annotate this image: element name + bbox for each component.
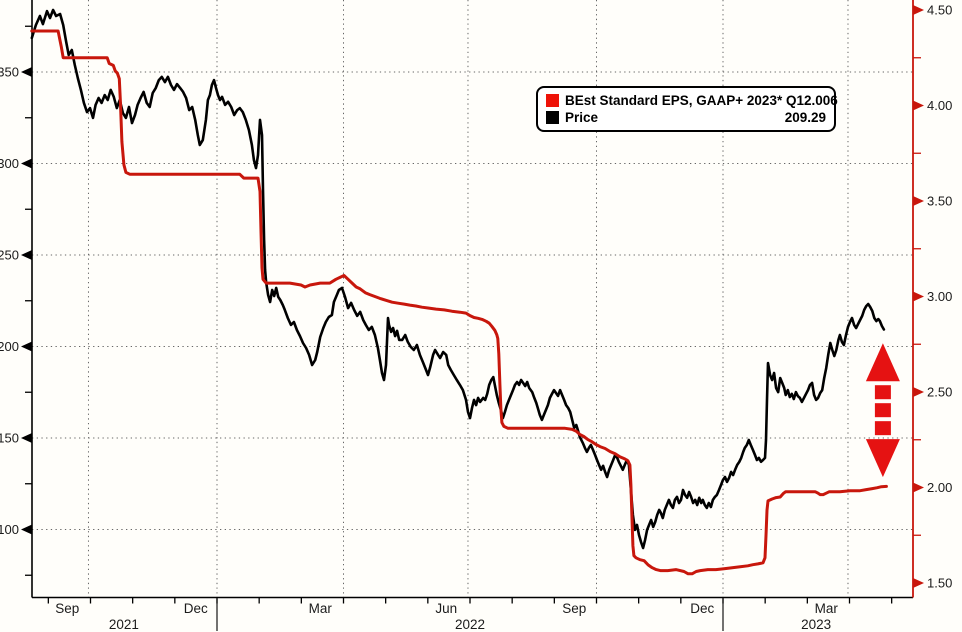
y-left-tick-label: 350 [0, 65, 19, 80]
legend-row-eps: BEst Standard EPS, GAAP+ 2023* Q1 2.006 [546, 92, 838, 108]
arrow-dash-segment [874, 421, 891, 436]
eps-series-swatch-icon [546, 93, 559, 107]
x-month-label: Mar [309, 601, 333, 616]
y-left-tick-arrow-icon [21, 67, 32, 77]
y-right-tick-label: 3.50 [927, 194, 952, 209]
y-left-tick-arrow-icon [21, 341, 32, 352]
y-left-tick-label: 200 [0, 339, 19, 354]
price-series-label: Price [565, 109, 599, 125]
arrow-up-head-icon [865, 343, 900, 382]
eps-series-label: BEst Standard EPS, GAAP+ 2023* Q1 [565, 92, 804, 108]
x-month-label: Dec [184, 601, 208, 616]
eps-series-line [30, 29, 888, 576]
x-month-label: Jun [435, 601, 457, 616]
chart-legend: BEst Standard EPS, GAAP+ 2023* Q1 2.006 … [536, 86, 838, 132]
y-left-tick-arrow-icon [21, 158, 32, 169]
y-right-tick-arrow-icon [913, 291, 924, 302]
x-month-label: Sep [562, 601, 586, 616]
y-left-tick-arrow-icon [21, 250, 32, 260]
y-right-tick-arrow-icon [913, 196, 924, 206]
y-right-tick-label: 4.00 [927, 98, 952, 113]
y-right-tick-arrow-icon [913, 387, 924, 397]
eps-series-value: 2.006 [803, 92, 838, 108]
y-left-tick-label: 300 [0, 156, 19, 171]
y-left-tick-arrow-icon [21, 433, 32, 443]
y-left-tick-label: 250 [0, 248, 19, 263]
y-right-tick-label: 4.50 [927, 3, 952, 18]
x-month-label: Sep [55, 601, 79, 616]
x-year-label: 2021 [109, 617, 139, 632]
y-right-tick-label: 2.00 [927, 480, 952, 495]
x-year-label: 2023 [801, 617, 831, 632]
arrow-dash-segment [874, 403, 891, 418]
y-right-tick-label: 1.50 [927, 576, 952, 591]
y-right-tick-arrow-icon [913, 578, 924, 588]
y-left-tick-arrow-icon [21, 524, 32, 535]
y-right-tick-label: 2.50 [927, 385, 952, 400]
y-left-tick-label: 100 [0, 522, 19, 537]
x-month-label: Dec [690, 601, 714, 616]
arrow-dash-segment [874, 385, 891, 400]
price-series-swatch-icon [546, 111, 559, 125]
x-month-label: Mar [815, 601, 839, 616]
y-right-tick-arrow-icon [913, 100, 924, 111]
y-right-tick-arrow-icon [913, 5, 924, 15]
x-year-label: 2022 [455, 617, 485, 632]
y-left-tick-label: 150 [0, 431, 19, 446]
arrow-down-head-icon [865, 439, 900, 478]
y-right-tick-label: 3.00 [927, 289, 952, 304]
price-series-value: 209.29 [784, 109, 826, 125]
price-series-line [30, 8, 886, 550]
legend-row-price: Price 209.29 [546, 111, 826, 125]
y-right-tick-arrow-icon [913, 482, 924, 493]
